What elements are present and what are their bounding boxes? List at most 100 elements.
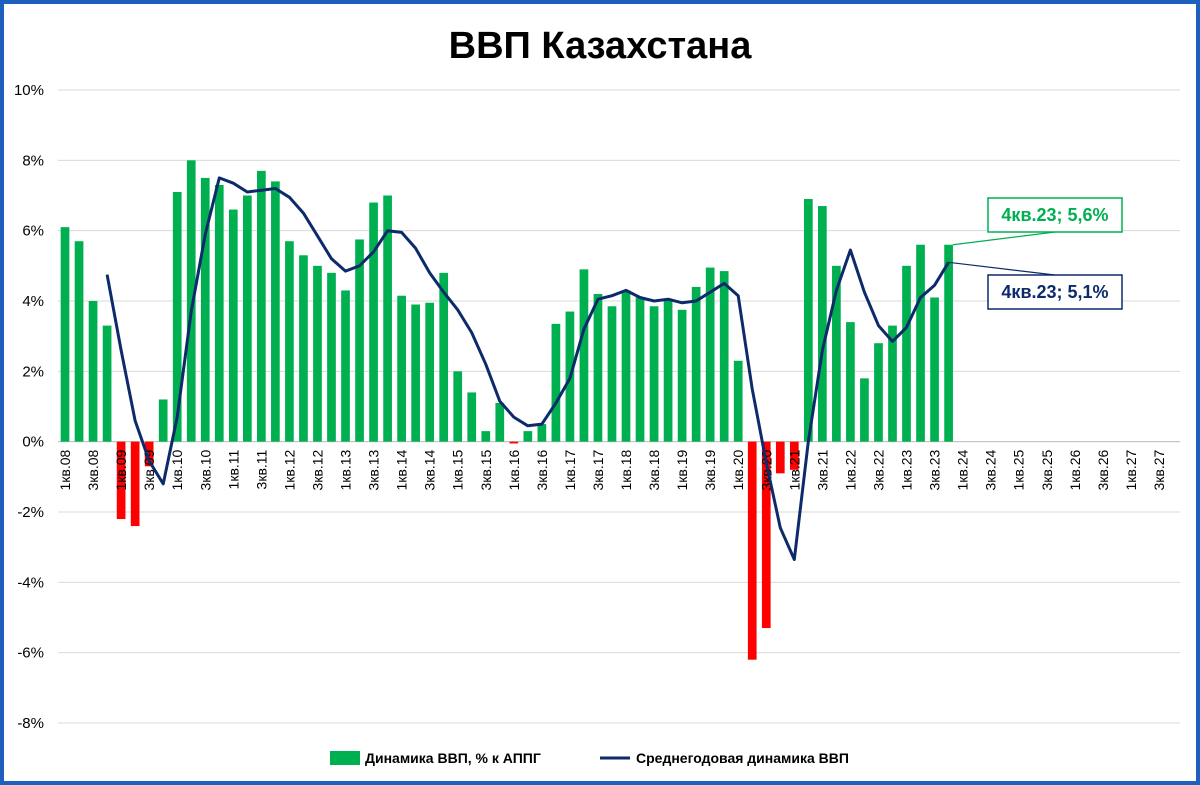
bar (313, 265, 322, 442)
y-tick-label: -2% (17, 504, 44, 521)
x-tick-label: 1кв.18 (618, 449, 634, 490)
x-tick-label: 1кв.27 (1123, 449, 1139, 490)
bar (747, 441, 757, 660)
x-tick-label: 1кв.21 (786, 449, 802, 490)
x-tick-label: 3кв.18 (646, 449, 662, 490)
x-tick-label: 3кв.25 (1039, 449, 1055, 490)
bar (369, 202, 378, 442)
bar (733, 360, 743, 442)
bar (271, 181, 280, 442)
legend-label-line: Среднегодовая динамика ВВП (636, 750, 849, 766)
bar (411, 304, 420, 442)
x-tick-label: 3кв.22 (870, 449, 886, 490)
x-tick-label: 3кв.08 (85, 449, 101, 490)
bar (341, 290, 350, 442)
x-tick-label: 1кв.16 (506, 449, 522, 490)
x-tick-label: 1кв.19 (674, 449, 690, 490)
x-tick-label: 3кв.09 (141, 449, 157, 490)
bar (116, 441, 126, 520)
line-series (105, 176, 950, 561)
bar (691, 286, 701, 442)
bar (509, 441, 519, 444)
bar (481, 431, 491, 442)
bar (186, 160, 196, 442)
bar (130, 441, 140, 527)
annotation-box-line (987, 274, 1123, 310)
x-tick-label: 1кв.11 (225, 449, 241, 489)
x-tick-label: 1кв.10 (169, 449, 185, 490)
bar (172, 191, 182, 442)
x-tick-label: 3кв.16 (534, 449, 550, 490)
bar (649, 306, 659, 442)
y-tick-label: 0% (22, 434, 44, 451)
x-tick-label: 1кв.15 (450, 449, 466, 490)
average-line (105, 176, 950, 561)
bar (635, 297, 645, 442)
bar (930, 297, 939, 442)
annotation-leader-bar (952, 231, 1056, 246)
x-tick-label: 3кв.13 (366, 449, 382, 490)
annotation-label-bar: 4кв.23; 5,6% (1001, 205, 1108, 225)
bar (383, 195, 392, 442)
bar (607, 306, 617, 442)
bar (677, 309, 687, 442)
x-tick-label: 1кв.12 (281, 449, 297, 490)
x-tick-label: 3кв.24 (983, 449, 999, 490)
annotation-leader-line (948, 261, 1056, 276)
bar (158, 399, 168, 442)
x-tick-label: 3кв.10 (197, 449, 213, 490)
x-tick-label: 3кв.17 (590, 449, 606, 490)
legend-swatch-bars (330, 751, 360, 765)
bar (439, 272, 449, 442)
bar (74, 241, 84, 442)
bar (789, 441, 799, 470)
bar (888, 325, 897, 442)
x-tick-label: 1кв.14 (394, 449, 410, 490)
bar (916, 244, 925, 442)
x-tick-label: 3кв.14 (422, 449, 438, 490)
x-tick-label: 1кв.17 (562, 449, 578, 490)
x-tick-label: 1кв.26 (1067, 449, 1083, 490)
bar (327, 272, 336, 442)
bar (102, 325, 112, 442)
x-tick-label: 1кв.20 (730, 449, 746, 490)
legend-label-bars: Динамика ВВП, % к АППГ (365, 750, 541, 766)
bar (846, 322, 855, 442)
bar (663, 299, 673, 442)
x-tick-label: 3кв.15 (478, 449, 494, 490)
bar (818, 206, 827, 442)
bar (621, 290, 631, 442)
bar (228, 209, 238, 442)
bar (425, 302, 435, 442)
legend: Динамика ВВП, % к АППГ Среднегодовая дин… (330, 750, 849, 766)
bar (214, 184, 224, 442)
bar (397, 295, 406, 442)
x-tick-label: 1кв.24 (955, 449, 971, 490)
y-axis: 10% 8% 6% 4% 2% 0% -2% -4% -6% -8% (14, 82, 44, 732)
annotation-label-line: 4кв.23; 5,1% (1001, 282, 1108, 302)
bar (832, 265, 841, 442)
bar (299, 255, 308, 442)
x-tick-label: 1кв.09 (113, 449, 129, 490)
x-tick-label: 1кв.08 (57, 449, 73, 490)
bar (775, 441, 785, 474)
y-tick-label: 6% (22, 223, 44, 240)
bar (257, 170, 266, 442)
bar (285, 241, 294, 442)
bar (761, 441, 771, 629)
bar (467, 392, 477, 442)
x-tick-label: 1кв.23 (899, 449, 915, 490)
annotation-box-bar (987, 197, 1123, 233)
y-tick-label: 4% (22, 293, 44, 310)
bar (944, 244, 953, 442)
x-tick-label: 3кв.21 (814, 449, 830, 490)
x-tick-label: 1кв.22 (842, 449, 858, 490)
bar (902, 265, 911, 442)
x-tick-label: 1кв.25 (1011, 449, 1027, 490)
y-tick-label: -6% (17, 645, 44, 662)
bar (242, 195, 252, 442)
bar (593, 293, 603, 442)
bar (523, 431, 533, 442)
bar (579, 269, 589, 442)
